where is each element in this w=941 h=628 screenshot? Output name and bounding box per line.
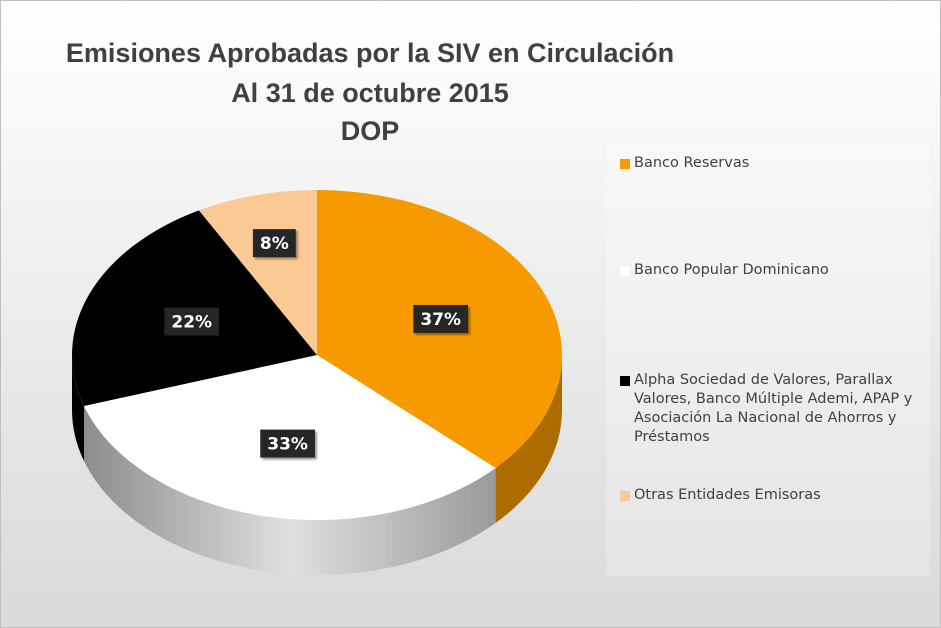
value-label: 33% <box>267 435 308 455</box>
legend-label: Otras Entidades Emisoras <box>634 487 821 503</box>
pie-side <box>495 355 562 523</box>
legend-label: Banco Popular Dominicano <box>634 262 829 278</box>
legend-marker <box>620 266 630 276</box>
legend-marker <box>620 376 630 386</box>
value-label-box <box>413 304 469 333</box>
value-label-box <box>252 229 296 258</box>
legend-item: Alpha Sociedad de Valores, Parallax Valo… <box>618 371 939 447</box>
value-label: 37% <box>420 310 461 330</box>
chart-title: Emisiones Aprobadas por la SIV en Circul… <box>66 38 674 68</box>
legend-marker <box>620 159 630 169</box>
legend-item: Otras Entidades Emisoras <box>618 486 939 505</box>
value-label: 22% <box>171 313 212 333</box>
value-label-box <box>164 307 220 336</box>
value-label: 8% <box>260 234 289 254</box>
legend: Banco Reservas Banco Popular Dominicano Al… <box>606 140 930 576</box>
legend-label: Alpha Sociedad de Valores, Parallax Valo… <box>634 372 913 445</box>
legend-item: Banco Reservas <box>618 154 939 173</box>
pie-side <box>72 355 84 461</box>
chart-subtitle: Al 31 de octubre 2015 <box>231 78 509 108</box>
pie-side <box>83 405 496 575</box>
legend-item: Banco Popular Dominicano <box>618 261 939 280</box>
pie: 37% 33% 22% 8% <box>72 190 562 575</box>
value-label-box <box>260 429 315 458</box>
chart-subtitle: DOP <box>341 116 400 146</box>
legend-label: Banco Reservas <box>634 155 750 171</box>
legend-marker <box>620 491 630 501</box>
